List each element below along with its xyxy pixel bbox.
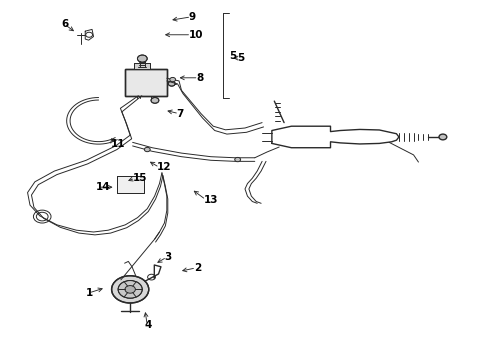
Bar bbox=[117, 176, 144, 193]
Text: 4: 4 bbox=[145, 320, 152, 330]
Text: 3: 3 bbox=[164, 252, 171, 262]
Bar bbox=[117, 176, 144, 193]
Circle shape bbox=[170, 77, 175, 82]
Text: 1: 1 bbox=[86, 288, 94, 298]
Text: 5: 5 bbox=[229, 51, 237, 61]
Text: 6: 6 bbox=[62, 19, 69, 29]
Text: 11: 11 bbox=[111, 139, 125, 149]
Text: 14: 14 bbox=[96, 182, 111, 192]
Circle shape bbox=[235, 157, 241, 162]
Circle shape bbox=[118, 280, 142, 298]
Text: 12: 12 bbox=[157, 162, 171, 172]
Text: 15: 15 bbox=[133, 173, 147, 183]
Text: 2: 2 bbox=[194, 263, 201, 273]
Text: 5: 5 bbox=[238, 53, 245, 63]
Circle shape bbox=[112, 276, 149, 303]
Text: 7: 7 bbox=[176, 109, 184, 119]
Bar bbox=[134, 63, 150, 69]
Circle shape bbox=[137, 55, 147, 62]
Text: 8: 8 bbox=[196, 73, 203, 83]
Bar bbox=[125, 69, 167, 96]
Text: 13: 13 bbox=[203, 195, 218, 205]
Circle shape bbox=[151, 98, 159, 103]
Text: 10: 10 bbox=[189, 30, 203, 40]
Circle shape bbox=[125, 285, 135, 293]
Bar bbox=[125, 69, 167, 96]
Text: 9: 9 bbox=[189, 12, 196, 22]
Bar bbox=[134, 63, 150, 69]
Circle shape bbox=[439, 134, 447, 140]
Circle shape bbox=[168, 81, 175, 86]
Circle shape bbox=[145, 147, 150, 152]
